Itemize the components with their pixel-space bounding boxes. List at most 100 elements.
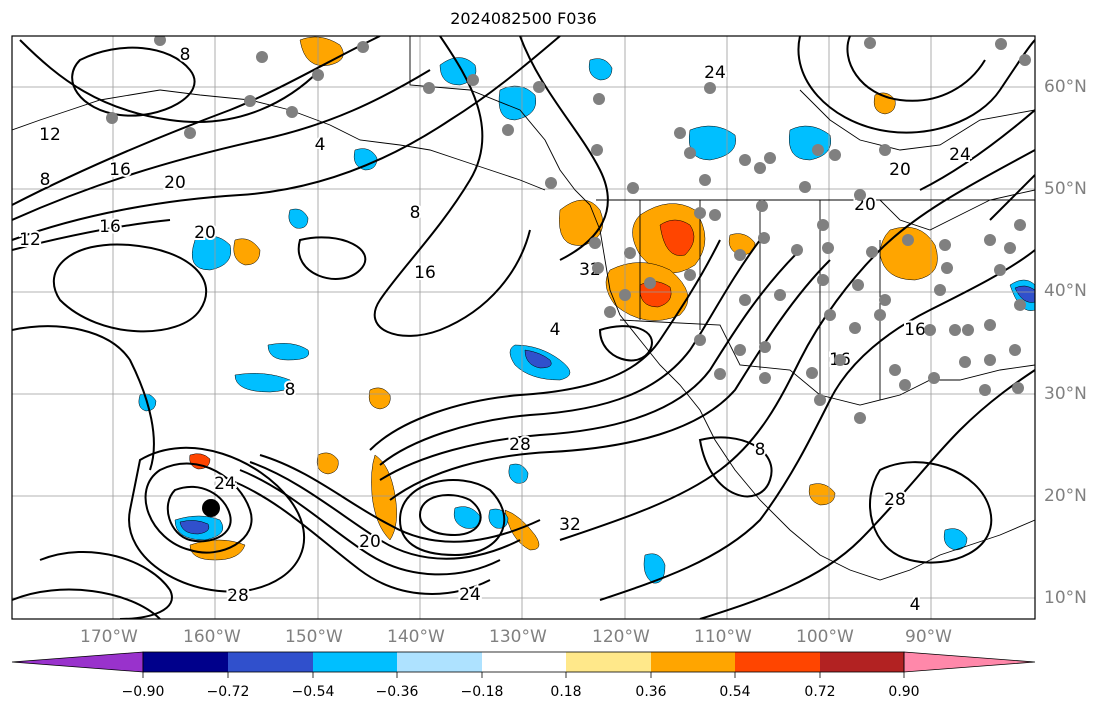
station-marker bbox=[849, 322, 861, 334]
colorbar-tick-label: 0.90 bbox=[888, 684, 920, 700]
map-title: 2024082500 F036 bbox=[450, 9, 597, 28]
shaded-patch bbox=[353, 148, 378, 171]
station-marker bbox=[817, 274, 829, 286]
contour-label: 20 bbox=[194, 223, 216, 243]
station-marker bbox=[694, 207, 706, 219]
shaded-patch bbox=[368, 387, 391, 410]
station-marker bbox=[822, 242, 834, 254]
colorbar-outline bbox=[142, 651, 905, 673]
colorbar-segment bbox=[397, 652, 482, 672]
lon-label-110w: 110°W bbox=[694, 627, 752, 647]
storm-center-marker bbox=[202, 499, 220, 517]
contour-label: 4 bbox=[910, 595, 921, 615]
station-marker bbox=[864, 37, 876, 49]
station-marker bbox=[959, 356, 971, 368]
lon-label-160w: 160°W bbox=[183, 627, 241, 647]
contour-label: 4 bbox=[315, 135, 326, 155]
contour-line bbox=[379, 249, 801, 481]
station-marker bbox=[286, 106, 298, 118]
shaded-patch bbox=[879, 226, 938, 281]
lon-label-140w: 140°W bbox=[387, 627, 445, 647]
colorbar-segment bbox=[651, 652, 735, 672]
colorbar-tick-label: −0.36 bbox=[375, 684, 419, 700]
station-marker bbox=[1014, 219, 1026, 231]
station-marker bbox=[962, 324, 974, 336]
contour-label: 20 bbox=[164, 173, 186, 193]
station-marker bbox=[709, 209, 721, 221]
contour-line bbox=[699, 369, 1035, 619]
colorbar-segment bbox=[735, 652, 820, 672]
contour-lines bbox=[12, 36, 1035, 619]
station-marker bbox=[502, 124, 514, 136]
station-marker bbox=[357, 41, 369, 53]
station-markers bbox=[106, 36, 1031, 424]
station-marker bbox=[593, 93, 605, 105]
contour-label: 24 bbox=[704, 63, 726, 83]
contour-line bbox=[559, 149, 1035, 541]
station-marker bbox=[739, 294, 751, 306]
lat-label-50n: 50°N bbox=[1044, 179, 1087, 199]
shaded-patch bbox=[508, 463, 529, 484]
colorbar-tick-label: −0.18 bbox=[460, 684, 504, 700]
station-marker bbox=[714, 368, 726, 380]
lon-label-100w: 100°W bbox=[796, 627, 854, 647]
station-marker bbox=[619, 289, 631, 301]
contour-line bbox=[698, 436, 773, 498]
contour-label: 12 bbox=[19, 230, 41, 250]
contour-line bbox=[166, 485, 232, 543]
lat-label-30n: 30°N bbox=[1044, 384, 1087, 404]
contour-line bbox=[379, 239, 761, 466]
contour-line bbox=[418, 494, 482, 537]
station-marker bbox=[644, 277, 656, 289]
station-marker bbox=[924, 324, 936, 336]
station-marker bbox=[874, 309, 886, 321]
colorbar-segment bbox=[143, 652, 228, 672]
station-marker bbox=[879, 294, 891, 306]
shaded-patch bbox=[524, 349, 552, 369]
contour-label: 8 bbox=[285, 380, 296, 400]
station-marker bbox=[994, 264, 1006, 276]
contour-line bbox=[39, 551, 173, 619]
contour-label: 16 bbox=[414, 263, 436, 283]
shaded-patch bbox=[808, 483, 836, 506]
station-marker bbox=[759, 341, 771, 353]
station-marker bbox=[604, 306, 616, 318]
station-marker bbox=[984, 354, 996, 366]
colorbar-tick-label: 0.18 bbox=[550, 684, 582, 700]
contour-line bbox=[249, 461, 521, 560]
colorbar-segment bbox=[228, 652, 313, 672]
station-marker bbox=[684, 269, 696, 281]
station-marker bbox=[759, 372, 771, 384]
contour-label: 28 bbox=[509, 435, 531, 455]
lon-label-90w: 90°W bbox=[905, 627, 952, 647]
colorbar-segment bbox=[313, 652, 397, 672]
contour-label: 8 bbox=[40, 170, 51, 190]
shaded-patch bbox=[1014, 285, 1035, 303]
contour-line bbox=[12, 69, 431, 221]
contour-line bbox=[297, 236, 367, 280]
station-marker bbox=[764, 152, 776, 164]
lat-label-60n: 60°N bbox=[1044, 77, 1087, 97]
station-marker bbox=[624, 247, 636, 259]
contour-line bbox=[919, 109, 1035, 191]
contour-line bbox=[12, 219, 171, 251]
shaded-patch bbox=[234, 373, 293, 393]
lon-label-130w: 130°W bbox=[489, 627, 547, 647]
station-marker bbox=[995, 38, 1007, 50]
station-marker bbox=[1009, 344, 1021, 356]
station-marker bbox=[754, 162, 766, 174]
station-marker bbox=[814, 394, 826, 406]
contour-line bbox=[398, 479, 506, 557]
contour-line bbox=[599, 249, 1035, 601]
contour-label: 24 bbox=[949, 145, 971, 165]
shaded-patch bbox=[288, 208, 309, 229]
station-marker bbox=[852, 279, 864, 291]
station-marker bbox=[806, 367, 818, 379]
map-border bbox=[11, 35, 1036, 620]
lon-label-170w: 170°W bbox=[80, 627, 138, 647]
lat-label-10n: 10°N bbox=[1044, 588, 1087, 608]
station-marker bbox=[756, 200, 768, 212]
station-marker bbox=[589, 237, 601, 249]
station-marker bbox=[312, 69, 324, 81]
